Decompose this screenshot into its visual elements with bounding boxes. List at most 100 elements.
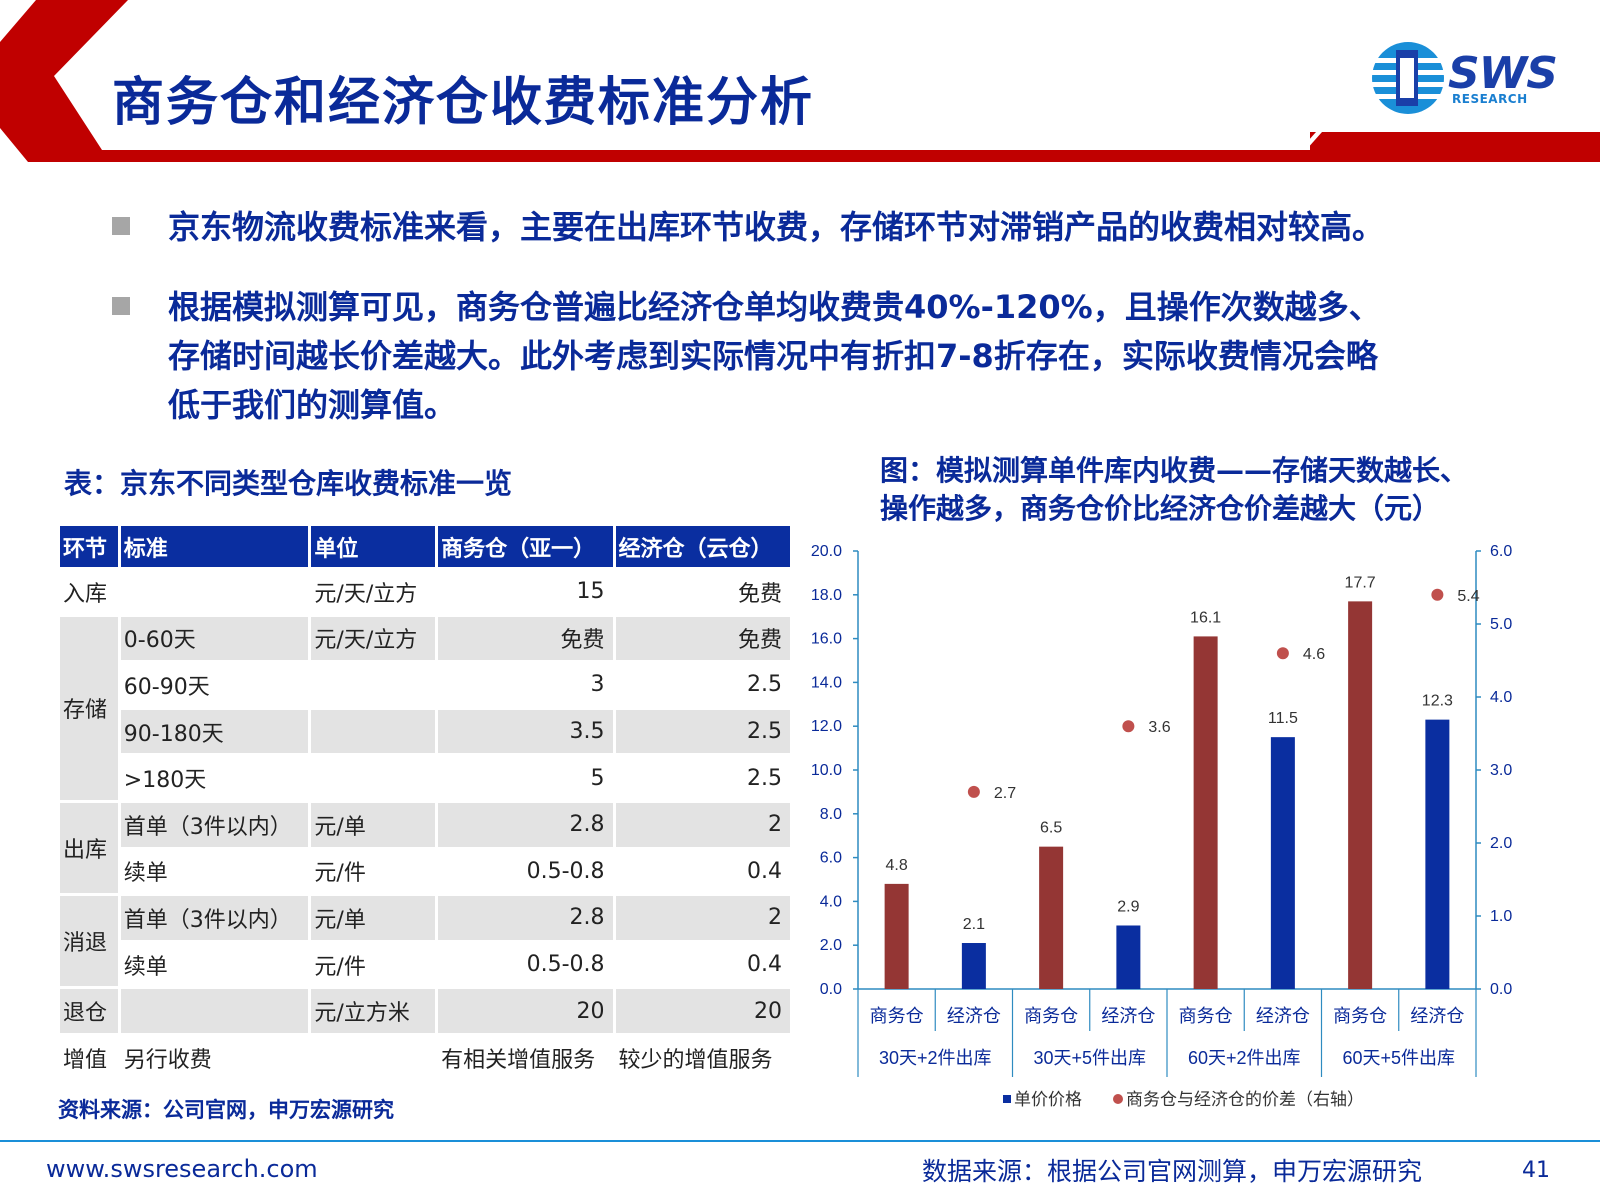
- group-cell: 退仓: [60, 989, 118, 1033]
- eco-cell: 0.4: [615, 849, 790, 894]
- unit-cell: 元/立方米: [311, 989, 436, 1033]
- eco-cell: 免费: [615, 570, 790, 614]
- x-category-label: 商务仓: [1024, 1006, 1078, 1026]
- table-row: 退仓 元/立方米 20 20: [60, 989, 790, 1033]
- eco-cell: 2.5: [615, 663, 790, 707]
- table-row: 60-90天 3 2.5: [60, 663, 790, 707]
- unit-cell: 元/件: [311, 849, 436, 894]
- eco-cell: 2: [615, 802, 790, 847]
- legend-bar-marker: [1003, 1095, 1011, 1103]
- table-header: 商务仓（亚一）: [438, 526, 613, 567]
- eco-cell: 0.4: [615, 942, 790, 987]
- table-header: 标准: [120, 526, 309, 567]
- y-tick-label: 20.0: [811, 543, 842, 560]
- biz-cell: 2.8: [438, 802, 613, 847]
- biz-cell: 有相关增值服务: [438, 1035, 613, 1080]
- bar-data-label: 2.9: [1117, 898, 1139, 915]
- std-cell: 首单（3件以内）: [120, 896, 309, 940]
- header-banner: [0, 0, 1600, 162]
- x-group-label: 30天+2件出库: [879, 1048, 992, 1068]
- biz-cell: 0.5-0.8: [438, 849, 613, 894]
- y-tick-label: 2.0: [820, 937, 842, 954]
- unit-cell: [311, 1035, 436, 1080]
- std-cell: 90-180天: [120, 709, 309, 754]
- eco-cell: 较少的增值服务: [615, 1035, 790, 1080]
- table-row: 90-180天 3.5 2.5: [60, 709, 790, 754]
- std-cell: [120, 989, 309, 1033]
- group-cell: 存储: [60, 616, 118, 800]
- table-row: 续单 元/件 0.5-0.8 0.4: [60, 849, 790, 894]
- chart-title-line-1: 图：模拟测算单件库内收费——存储天数越长、: [880, 454, 1469, 487]
- x-category-label: 商务仓: [870, 1006, 924, 1026]
- bar: [884, 883, 909, 989]
- fee-table: 环节 标准 单位 商务仓（亚一） 经济仓（云仓） 入库 元/天/立方 15 免费…: [57, 523, 793, 1083]
- legend-dot-marker: [1113, 1094, 1123, 1104]
- bar: [1193, 636, 1218, 989]
- unit-cell: 元/天/立方: [311, 570, 436, 614]
- bar-data-label: 2.1: [963, 916, 985, 933]
- std-cell: 60-90天: [120, 663, 309, 707]
- eco-cell: 2: [615, 896, 790, 940]
- y-tick-label: 4.0: [820, 893, 842, 910]
- y-tick-label: 14.0: [811, 674, 842, 691]
- std-cell: [120, 570, 309, 614]
- table-row: 续单 元/件 0.5-0.8 0.4: [60, 942, 790, 987]
- y2-tick-label: 3.0: [1490, 762, 1512, 779]
- y-tick-label: 0.0: [820, 981, 842, 998]
- bullet-2-line-3: 低于我们的测算值。: [168, 386, 457, 424]
- legend-label: 单价价格: [1014, 1090, 1082, 1109]
- biz-cell: 3: [438, 663, 613, 707]
- y-tick-label: 10.0: [811, 762, 842, 779]
- x-category-label: 经济仓: [1101, 1006, 1155, 1026]
- table-row: >180天 5 2.5: [60, 756, 790, 800]
- diff-data-label: 3.6: [1148, 719, 1170, 736]
- diff-data-label: 4.6: [1303, 646, 1325, 663]
- bar-data-label: 4.8: [886, 857, 908, 874]
- bullet-icon: [112, 297, 130, 315]
- bullet-2-line-2: 存储时间越长价差越大。此外考虑到实际情况中有折扣7-8折存在，实际收费情况会略: [168, 337, 1378, 375]
- std-cell: 另行收费: [120, 1035, 309, 1080]
- logo-text: SWS: [1448, 48, 1558, 99]
- x-category-label: 商务仓: [1333, 1006, 1387, 1026]
- x-category-label: 经济仓: [1410, 1006, 1464, 1026]
- y2-tick-label: 1.0: [1490, 908, 1512, 925]
- y-tick-label: 12.0: [811, 718, 842, 735]
- diff-point: [1276, 647, 1289, 660]
- unit-cell: [311, 663, 436, 707]
- unit-cell: 元/件: [311, 942, 436, 987]
- y2-tick-label: 5.0: [1490, 616, 1512, 633]
- sws-logo-icon: [1372, 42, 1444, 114]
- chart-title-line-2: 操作越多，商务仓价比经济仓价差越大（元）: [880, 492, 1441, 525]
- bar-data-label: 16.1: [1190, 609, 1221, 626]
- biz-cell: 3.5: [438, 709, 613, 754]
- footer-divider: [0, 1140, 1600, 1142]
- footer-url: www.swsresearch.com: [46, 1155, 318, 1183]
- diff-data-label: 5.4: [1457, 588, 1479, 605]
- x-category-label: 商务仓: [1179, 1006, 1233, 1026]
- group-cell: 消退: [60, 896, 118, 987]
- table-header: 经济仓（云仓）: [615, 526, 790, 567]
- table-source: 资料来源：公司官网，申万宏源研究: [58, 1098, 394, 1122]
- std-cell: 0-60天: [120, 616, 309, 661]
- bar-data-label: 17.7: [1345, 574, 1376, 591]
- x-category-label: 经济仓: [947, 1006, 1001, 1026]
- logo-subtext: RESEARCH: [1452, 92, 1528, 106]
- biz-cell: 0.5-0.8: [438, 942, 613, 987]
- y2-tick-label: 4.0: [1490, 689, 1512, 706]
- y2-tick-label: 0.0: [1490, 981, 1512, 998]
- diff-data-label: 2.7: [994, 785, 1016, 802]
- unit-cell: 元/天/立方: [311, 616, 436, 661]
- diff-point: [967, 785, 980, 798]
- biz-cell: 20: [438, 989, 613, 1033]
- table-title: 表：京东不同类型仓库收费标准一览: [64, 467, 513, 500]
- eco-cell: 2.5: [615, 709, 790, 754]
- page-title: 商务仓和经济仓收费标准分析: [112, 73, 815, 133]
- bar: [1425, 719, 1450, 989]
- footer-data-source: 数据来源：根据公司官网测算，申万宏源研究: [922, 1157, 1423, 1186]
- table-header: 单位: [311, 526, 436, 567]
- std-cell: 首单（3件以内）: [120, 802, 309, 847]
- y2-tick-label: 2.0: [1490, 835, 1512, 852]
- biz-cell: 15: [438, 570, 613, 614]
- x-group-label: 60天+2件出库: [1188, 1048, 1301, 1068]
- table-row: 增值 另行收费 有相关增值服务 较少的增值服务: [60, 1035, 790, 1080]
